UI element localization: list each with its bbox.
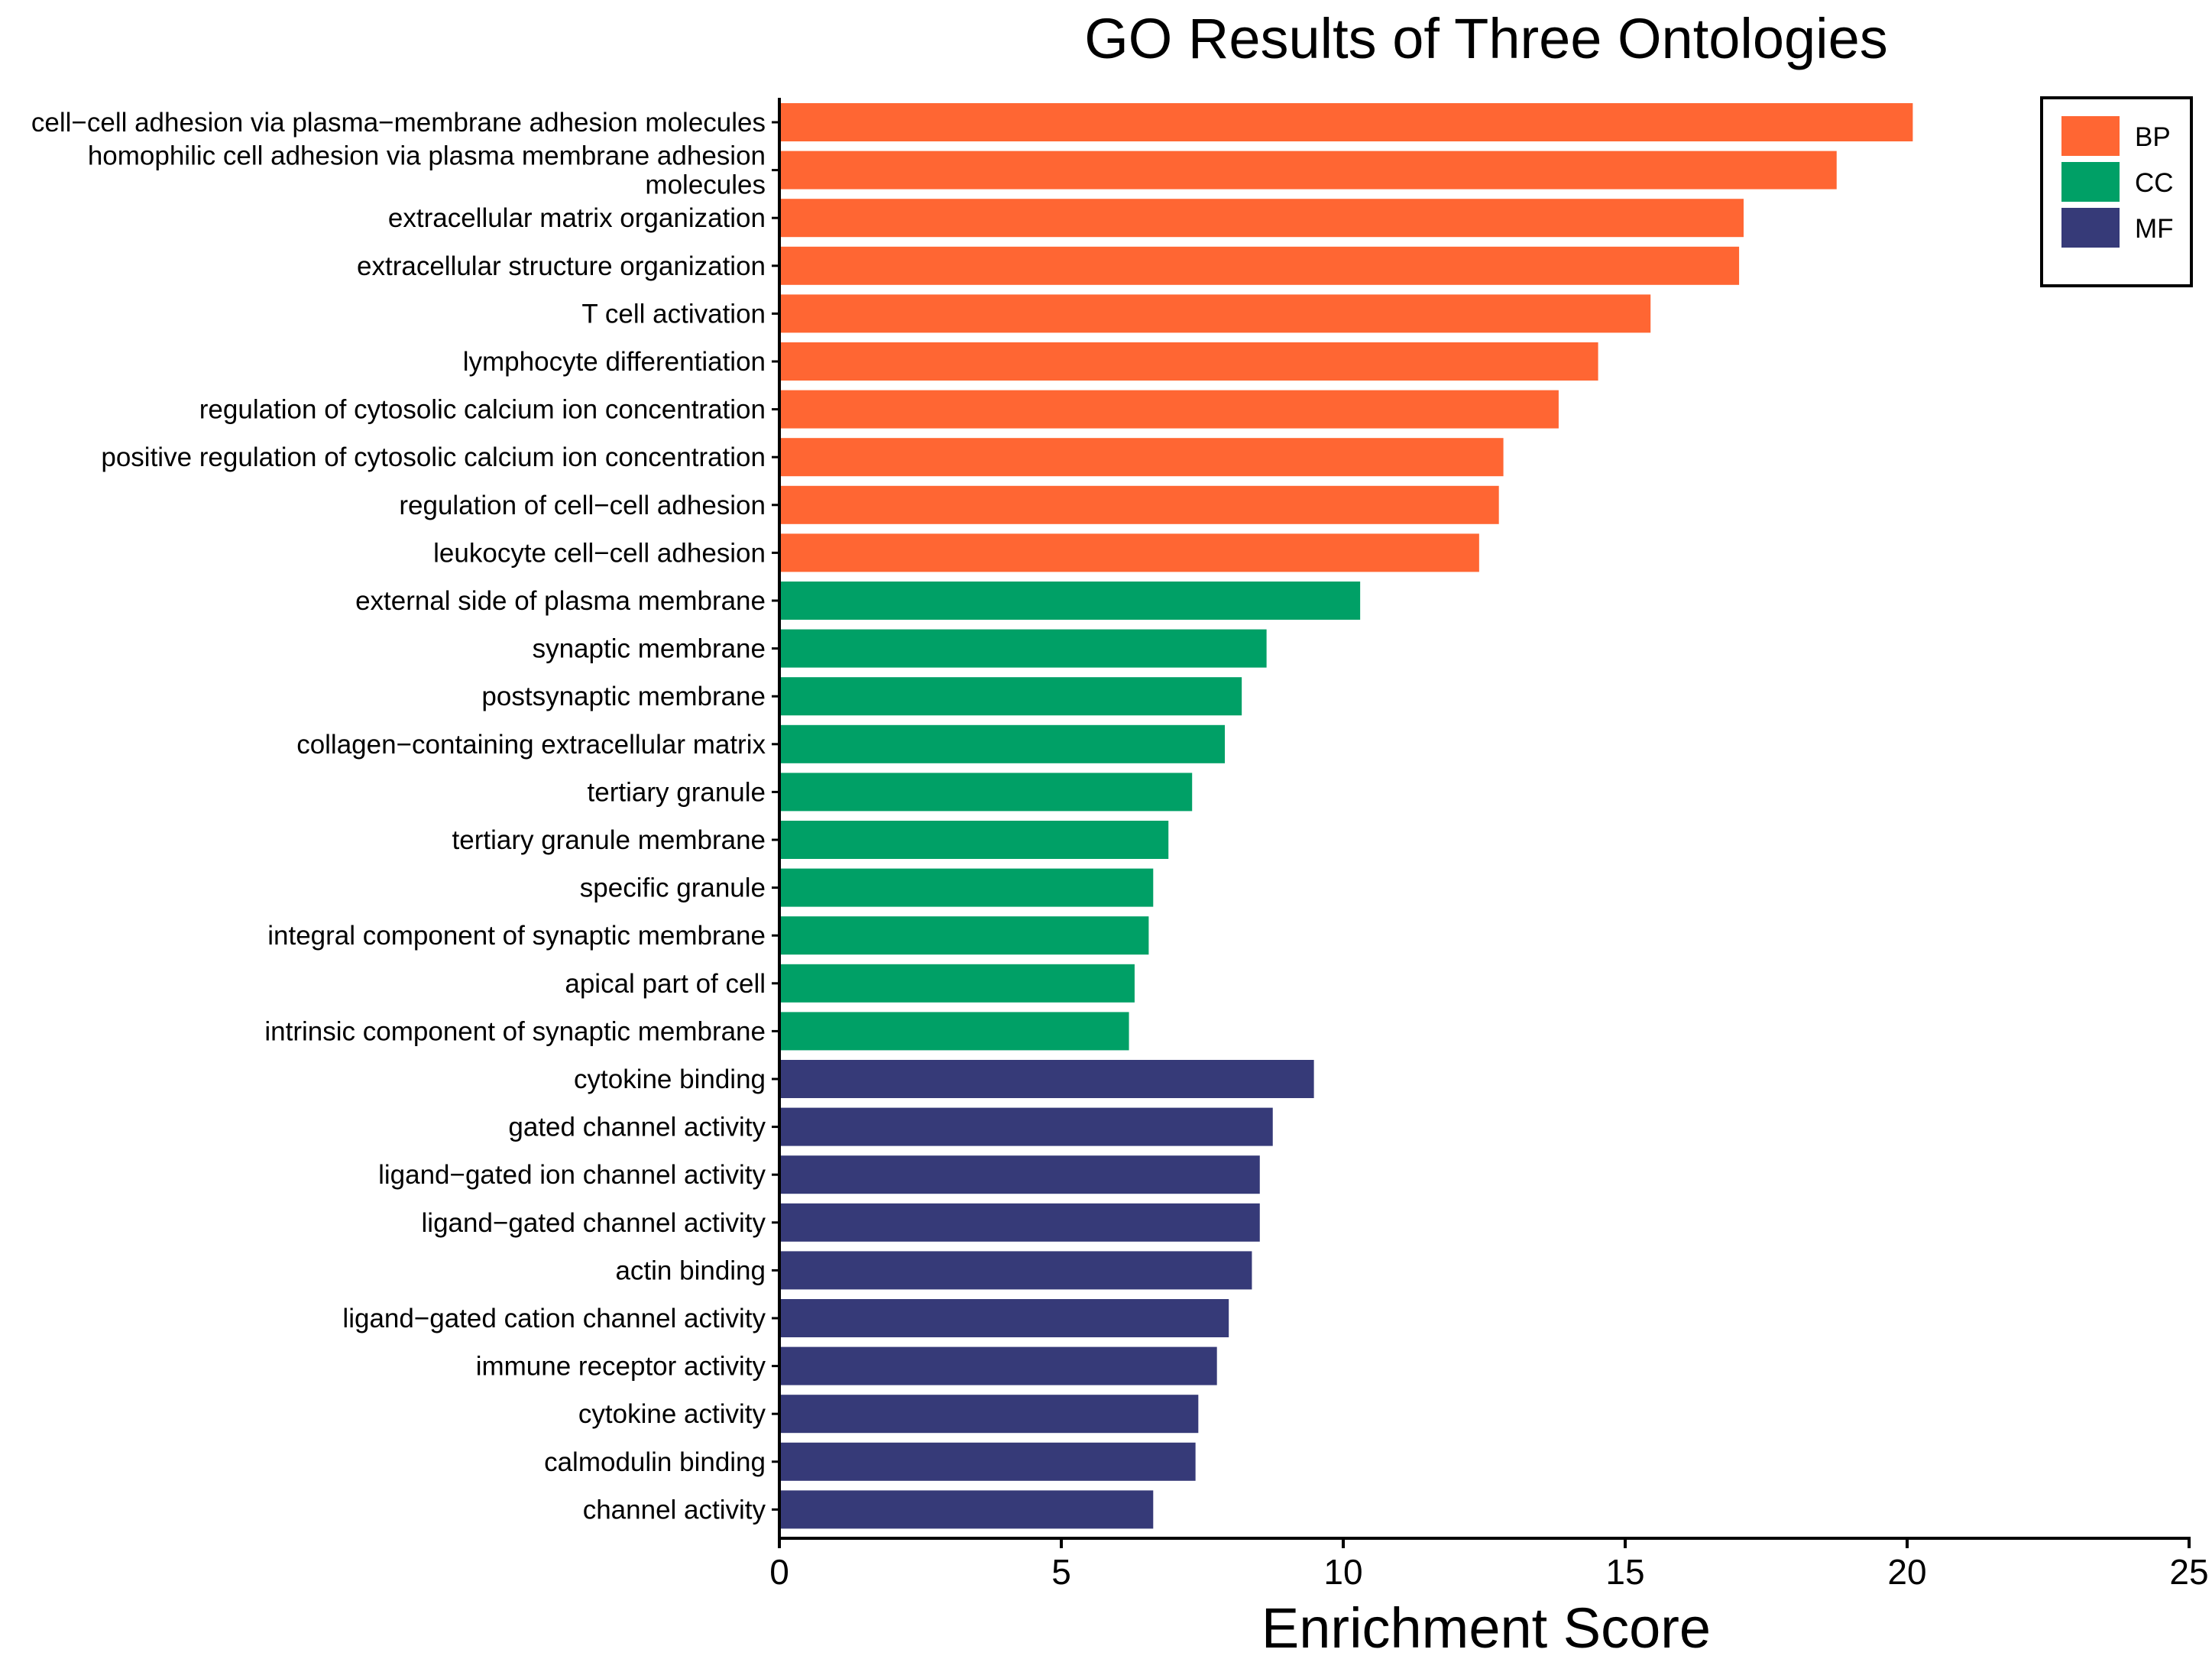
bar-cc	[779, 916, 1149, 955]
category-label: integral component of synaptic membrane	[267, 921, 766, 951]
category-label: cell−cell adhesion via plasma−membrane a…	[31, 108, 766, 138]
category-label: ligand−gated cation channel activity	[342, 1304, 766, 1333]
bar-cc	[779, 773, 1193, 812]
bar-cc	[779, 724, 1226, 763]
bar-bp	[779, 533, 1479, 572]
x-tick-label: 10	[1323, 1552, 1362, 1592]
bar-cc	[779, 821, 1169, 859]
bar-mf	[779, 1060, 1314, 1098]
legend-swatch-cc	[2061, 162, 2120, 202]
category-label: intrinsic component of synaptic membrane	[264, 1016, 766, 1046]
bar-bp	[779, 151, 1837, 190]
category-label: collagen−containing extracellular matrix	[296, 730, 766, 760]
x-tick-label: 25	[2169, 1552, 2208, 1592]
bar-mf	[779, 1155, 1260, 1194]
category-label: homophilic cell adhesion via plasma memb…	[88, 141, 766, 171]
category-labels: cell−cell adhesion via plasma−membrane a…	[31, 108, 766, 1525]
category-label: synaptic membrane	[533, 634, 766, 664]
bar-cc	[779, 629, 1267, 668]
category-label: regulation of cell−cell adhesion	[399, 491, 766, 520]
category-label: tertiary granule	[588, 777, 766, 807]
category-label: cytokine binding	[574, 1064, 766, 1094]
bar-mf	[779, 1442, 1196, 1481]
category-label: tertiary granule membrane	[452, 825, 766, 855]
axes: 0 5 10 15 20 25	[769, 98, 2209, 1592]
x-tick-label: 20	[1887, 1552, 1926, 1592]
legend: BP CC MF	[2040, 96, 2193, 287]
category-label: positive regulation of cytosolic calcium…	[101, 442, 766, 472]
category-label: channel activity	[583, 1495, 766, 1525]
legend-swatch-bp	[2061, 116, 2120, 156]
bar-mf	[779, 1203, 1260, 1242]
legend-swatch-mf	[2061, 208, 2120, 248]
category-label: specific granule	[580, 873, 766, 903]
bar-bp	[779, 294, 1651, 333]
legend-label-mf: MF	[2135, 214, 2174, 244]
bar-cc	[779, 1012, 1129, 1051]
x-axis-title: Enrichment Score	[1261, 1596, 1711, 1659]
bars-layer	[779, 103, 1913, 1529]
category-label: T cell activation	[581, 299, 766, 329]
category-label: ligand−gated channel activity	[422, 1208, 766, 1238]
x-tick-label: 0	[769, 1552, 789, 1592]
category-label: extracellular matrix organization	[388, 203, 766, 233]
category-label: extracellular structure organization	[357, 251, 766, 281]
category-label: leukocyte cell−cell adhesion	[433, 538, 766, 568]
bar-mf	[779, 1346, 1217, 1385]
category-label: molecules	[645, 170, 766, 200]
bar-bp	[779, 103, 1913, 141]
bar-mf	[779, 1107, 1273, 1146]
category-label: lymphocyte differentiation	[463, 347, 766, 377]
bar-mf	[779, 1299, 1229, 1337]
category-label: cytokine activity	[578, 1399, 766, 1429]
legend-label-cc: CC	[2135, 168, 2174, 198]
bar-bp	[779, 390, 1559, 429]
category-label: regulation of cytosolic calcium ion conc…	[199, 395, 766, 425]
category-label: ligand−gated ion channel activity	[378, 1160, 766, 1190]
category-label: postsynaptic membrane	[481, 682, 766, 711]
bar-mf	[779, 1490, 1154, 1529]
bar-bp	[779, 438, 1504, 477]
category-label: immune receptor activity	[476, 1352, 766, 1382]
bar-bp	[779, 485, 1499, 524]
bar-mf	[779, 1251, 1252, 1290]
bar-cc	[779, 868, 1154, 907]
x-tick-label: 5	[1051, 1552, 1071, 1592]
category-label: gated channel activity	[508, 1113, 766, 1142]
bar-mf	[779, 1395, 1199, 1434]
bar-cc	[779, 964, 1135, 1003]
bar-bp	[779, 199, 1744, 238]
chart-title: GO Results of Three Ontologies	[1084, 7, 1888, 70]
category-label: external side of plasma membrane	[355, 586, 766, 616]
bar-cc	[779, 582, 1361, 620]
category-label: actin binding	[615, 1256, 766, 1285]
category-label: apical part of cell	[565, 969, 766, 999]
bar-cc	[779, 677, 1242, 716]
category-label: calmodulin binding	[544, 1447, 766, 1477]
x-tick-label: 15	[1605, 1552, 1644, 1592]
bar-bp	[779, 246, 1740, 285]
legend-label-bp: BP	[2135, 122, 2171, 152]
bar-bp	[779, 342, 1598, 381]
